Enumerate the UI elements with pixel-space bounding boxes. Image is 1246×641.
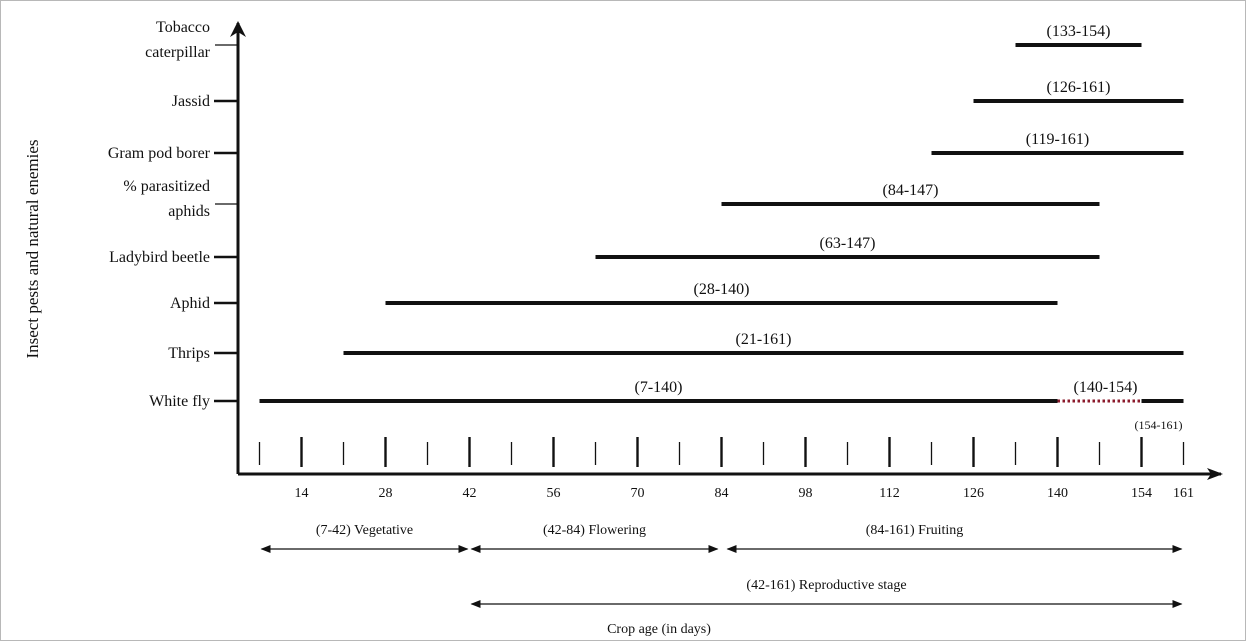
duration-label: (7-140) [635,379,683,396]
duration-label: (133-154) [1047,23,1111,40]
crop-stages: (7-42) Vegetative (42-84) Flowering (84-16… [260,523,1183,608]
row-label: Aphid [170,295,210,312]
x-tick-label: 98 [799,486,813,501]
pest-row: Gram pod borer (119-161) [108,131,1184,162]
x-tick-label: 140 [1047,486,1068,501]
pest-row: Tobacco caterpillar (133-154) [145,19,1142,61]
x-tick-label: 28 [379,486,393,501]
pest-rows: Tobacco caterpillar (133-154) Jassid (126-16… [108,19,1184,432]
pest-row: Jassid (126-161) [172,79,1184,110]
duration-label: (140-154) [1074,379,1138,396]
x-tick-marks [258,437,1185,467]
x-tick-label: 56 [547,486,561,501]
row-label: aphids [168,203,210,220]
x-tick-labels: 14 28 42 56 70 84 98 112 126 140 154 161 [295,486,1195,501]
stage-label: (84-161) Fruiting [866,523,964,538]
stage-label: (42-161) Reproductive stage [746,578,906,593]
x-tick-label: 14 [295,486,309,501]
duration-label: (21-161) [736,331,792,348]
duration-label: (126-161) [1047,79,1111,96]
duration-label: (28-140) [694,281,750,298]
pest-row: Ladybird beetle (63-147) [109,235,1100,266]
row-label: caterpillar [145,44,211,61]
pest-row: White fly (7-140) (140-154) (154-161) [149,379,1184,432]
stage-span: (42-161) Reproductive stage [470,578,1183,608]
row-label: Ladybird beetle [109,249,210,266]
row-label: Jassid [172,93,210,110]
x-tick-label: 154 [1131,486,1152,501]
stage-label: (42-84) Flowering [543,523,646,538]
row-label: White fly [149,393,210,410]
x-tick-label: 126 [963,486,984,501]
pest-row: Thrips (21-161) [168,331,1184,362]
row-label: Gram pod borer [108,145,211,162]
pest-row: Aphid (28-140) [170,281,1058,312]
duration-label: (84-147) [883,182,939,199]
stage-span: (84-161) Fruiting [726,523,1183,553]
row-label: % parasitized [123,178,210,195]
y-axis-title: Insect pests and natural enemies [23,139,42,358]
x-tick-label: 112 [879,486,899,501]
x-tick-label: 70 [631,486,645,501]
row-label: Thrips [168,345,210,362]
row-label: Tobacco [156,19,210,36]
stage-span: (7-42) Vegetative [260,523,469,553]
x-axis-title: Crop age (in days) [607,622,711,637]
x-tick-label: 84 [715,486,729,501]
x-tick-label: 42 [463,486,477,501]
pest-row: % parasitized aphids (84-147) [123,178,1100,220]
duration-label: (63-147) [820,235,876,252]
duration-label: (154-161) [1135,418,1183,432]
stage-label: (7-42) Vegetative [316,523,413,538]
duration-label: (119-161) [1026,131,1089,148]
stage-span: (42-84) Flowering [470,523,719,553]
y-axis-arrow [230,21,246,37]
x-tick-label: 161 [1173,486,1194,501]
